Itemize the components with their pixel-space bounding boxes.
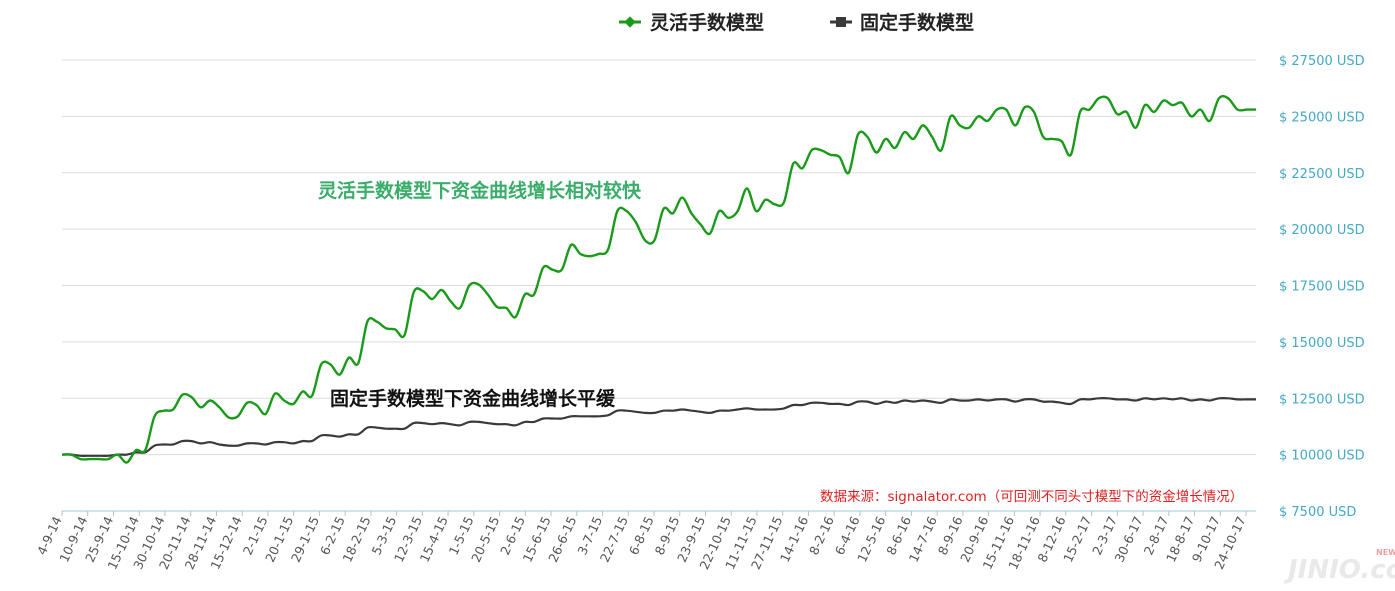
square-marker-icon (836, 17, 846, 27)
y-tick-label: $ 15000 USD (1279, 336, 1365, 351)
annotation-flexible-growth: 灵活手数模型下资金曲线增长相对较快 (318, 179, 642, 202)
diamond-marker-icon (624, 16, 636, 28)
y-tick-label: $ 22500 USD (1279, 167, 1365, 182)
y-tick-label: $ 12500 USD (1279, 392, 1365, 407)
annotation-fixed-growth: 固定手数模型下资金曲线增长平缓 (330, 387, 616, 410)
legend-label-fixed: 固定手数模型 (860, 11, 974, 34)
series-line-fixed (61, 396, 1256, 457)
y-axis-ticks: $ 7500 USD $ 10000 USD $ 12500 USD $ 15000 … (1279, 54, 1365, 520)
legend-item-flexible[interactable]: 灵活手数模型 (619, 11, 764, 34)
x-axis-tick-labels: 4-9-1410-9-1425-9-1415-10-1430-10-1420-1… (34, 514, 1249, 572)
watermark-badge: NEWS (1376, 548, 1395, 557)
y-tick-label: $ 17500 USD (1279, 280, 1365, 295)
data-source-note: 数据来源：signalator.com（可回测不同头寸模型下的资金增长情况） (820, 489, 1243, 505)
legend-item-fixed[interactable]: 固定手数模型 (830, 11, 974, 34)
watermark: JINIO.com NEWS (1283, 548, 1395, 585)
series-lines (61, 95, 1256, 464)
x-axis (61, 510, 1256, 516)
y-tick-label: $ 20000 USD (1279, 223, 1365, 238)
y-tick-label: $ 10000 USD (1279, 449, 1365, 464)
y-tick-label: $ 27500 USD (1279, 54, 1365, 69)
y-tick-label: $ 25000 USD (1279, 110, 1365, 125)
watermark-logo: JINIO.com (1283, 555, 1395, 585)
legend: 灵活手数模型 固定手数模型 (619, 11, 974, 34)
legend-label-flexible: 灵活手数模型 (650, 11, 764, 34)
y-tick-label: $ 7500 USD (1279, 505, 1356, 520)
series-line-flexible (61, 95, 1256, 464)
